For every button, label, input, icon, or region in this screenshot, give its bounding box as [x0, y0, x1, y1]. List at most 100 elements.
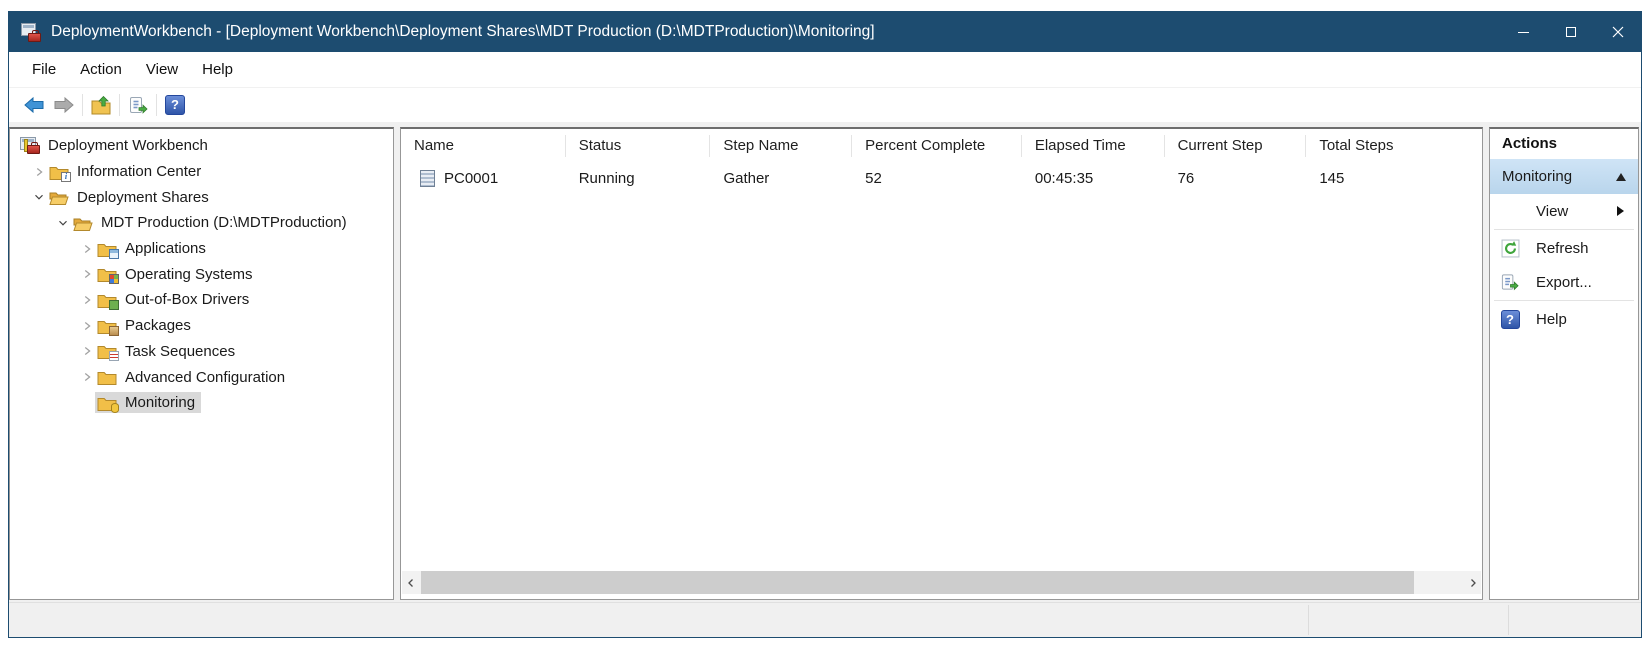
action-export[interactable]: Export...: [1490, 265, 1638, 299]
tree-item-advanced-configuration[interactable]: Advanced Configuration: [10, 364, 393, 390]
expand-chevron-icon[interactable]: [78, 240, 95, 257]
tree-item-mdt-production[interactable]: MDT Production (D:\MDTProduction): [10, 210, 393, 236]
close-button[interactable]: [1594, 12, 1641, 52]
chevron-left-icon: [407, 578, 413, 587]
folder-info-icon: [49, 164, 71, 182]
tree-item-information-center[interactable]: Information Center: [10, 159, 393, 185]
submenu-arrow-icon: [1617, 206, 1624, 216]
help-icon: [1500, 309, 1520, 329]
scrollbar-thumb[interactable]: [421, 571, 1414, 594]
action-view[interactable]: View: [1490, 194, 1638, 228]
export-list-button[interactable]: [123, 91, 153, 119]
chevron-right-icon: [1470, 578, 1476, 587]
column-header-step-name[interactable]: Step Name: [710, 135, 853, 157]
horizontal-scrollbar[interactable]: [402, 571, 1481, 594]
column-header-percent-complete[interactable]: Percent Complete: [852, 135, 1022, 157]
maximize-icon: [1565, 27, 1576, 37]
expand-chevron-icon[interactable]: [78, 317, 95, 334]
actions-pane: Actions Monitoring View Refresh: [1489, 127, 1639, 600]
column-header-name[interactable]: Name: [401, 135, 566, 157]
toolbar-separator: [82, 94, 83, 116]
row-name-cell: PC0001: [401, 169, 566, 187]
window-controls: [1500, 12, 1641, 52]
toolbar-separator: [156, 94, 157, 116]
row-total-steps-cell: 145: [1319, 169, 1345, 187]
close-icon: [1612, 26, 1623, 38]
tree-item-task-sequences[interactable]: Task Sequences: [10, 339, 393, 365]
tree-item-applications[interactable]: Applications: [10, 236, 393, 262]
menu-file[interactable]: File: [32, 60, 57, 78]
forward-button[interactable]: [49, 91, 79, 119]
help-icon: [165, 95, 185, 115]
column-header-current-step[interactable]: Current Step: [1165, 135, 1307, 157]
tree-item-deployment-workbench[interactable]: Deployment Workbench: [10, 133, 393, 159]
minimize-icon: [1518, 31, 1529, 33]
folder-icon: [97, 369, 117, 386]
folder-packages-icon: [97, 318, 119, 336]
column-header-elapsed-time[interactable]: Elapsed Time: [1022, 135, 1165, 157]
tree-item-out-of-box-drivers[interactable]: Out-of-Box Drivers: [10, 287, 393, 313]
expand-chevron-icon[interactable]: [78, 291, 95, 308]
title-bar: DeploymentWorkbench - [Deployment Workbe…: [9, 12, 1641, 52]
menu-action[interactable]: Action: [80, 60, 122, 78]
row-current-step-cell: 76: [1177, 169, 1195, 187]
up-one-level-button[interactable]: [86, 91, 116, 119]
column-header-total-steps[interactable]: Total Steps: [1319, 137, 1394, 154]
table-row[interactable]: PC0001 Running Gather 52 00:45:35 76 145: [401, 164, 1482, 192]
mmc-window: DeploymentWorkbench - [Deployment Workbe…: [8, 11, 1642, 638]
maximize-button[interactable]: [1547, 12, 1594, 52]
tree-item-operating-systems[interactable]: Operating Systems: [10, 261, 393, 287]
back-button[interactable]: [19, 91, 49, 119]
column-header-status[interactable]: Status: [566, 135, 711, 157]
computer-icon: [420, 169, 435, 187]
expand-chevron-icon[interactable]: [30, 163, 47, 180]
statusbar-separator: [1308, 605, 1309, 635]
status-bar: [9, 602, 1641, 637]
menu-help[interactable]: Help: [202, 60, 233, 78]
up-folder-icon: [91, 95, 111, 115]
menu-view[interactable]: View: [145, 60, 179, 78]
folder-drivers-icon: [97, 292, 119, 310]
export-list-icon: [129, 97, 148, 114]
collapse-chevron-icon[interactable]: [54, 214, 71, 231]
collapse-group-icon[interactable]: [1616, 172, 1626, 181]
expand-chevron-icon[interactable]: [78, 266, 95, 283]
tree-item-monitoring[interactable]: Monitoring: [10, 390, 393, 416]
expand-chevron-icon[interactable]: [78, 343, 95, 360]
row-step-name-cell: Gather: [723, 169, 770, 187]
export-icon: [1500, 272, 1520, 292]
help-button[interactable]: [160, 91, 190, 119]
workbench-icon: [20, 137, 40, 155]
refresh-icon: [1500, 238, 1520, 258]
list-header: Name Status Step Name Percent Complete E…: [401, 131, 1482, 161]
actions-separator: [1494, 229, 1634, 230]
open-folder-icon: [49, 189, 69, 206]
minimize-button[interactable]: [1500, 12, 1547, 52]
mmc-console-icon: [21, 22, 41, 42]
toolbar-separator: [119, 94, 120, 116]
open-folder-icon: [73, 215, 93, 231]
collapse-chevron-icon[interactable]: [30, 189, 47, 206]
scroll-right-button[interactable]: [1464, 571, 1481, 594]
folder-tasks-icon: [97, 343, 119, 362]
content-area: Deployment Workbench Information Center: [9, 122, 1641, 603]
folder-monitoring-icon: [97, 395, 119, 413]
tree-item-packages[interactable]: Packages: [10, 313, 393, 339]
scroll-left-button[interactable]: [402, 571, 419, 594]
folder-applications-icon: [97, 241, 119, 259]
tree-item-deployment-shares[interactable]: Deployment Shares: [10, 184, 393, 210]
forward-arrow-icon: [54, 96, 74, 114]
action-refresh[interactable]: Refresh: [1490, 231, 1638, 265]
actions-pane-title: Actions: [1502, 135, 1558, 152]
row-percent-complete-cell: 52: [865, 169, 882, 187]
actions-group-monitoring[interactable]: Monitoring: [1490, 159, 1638, 194]
row-status-cell: Running: [578, 169, 635, 187]
back-arrow-icon: [24, 96, 44, 114]
expand-chevron-icon[interactable]: [78, 369, 95, 386]
action-help[interactable]: Help: [1490, 302, 1638, 336]
window-title: DeploymentWorkbench - [Deployment Workbe…: [51, 23, 875, 40]
results-pane: Name Status Step Name Percent Complete E…: [400, 127, 1483, 600]
expander-slot: [78, 394, 95, 411]
folder-os-icon: [97, 266, 119, 285]
